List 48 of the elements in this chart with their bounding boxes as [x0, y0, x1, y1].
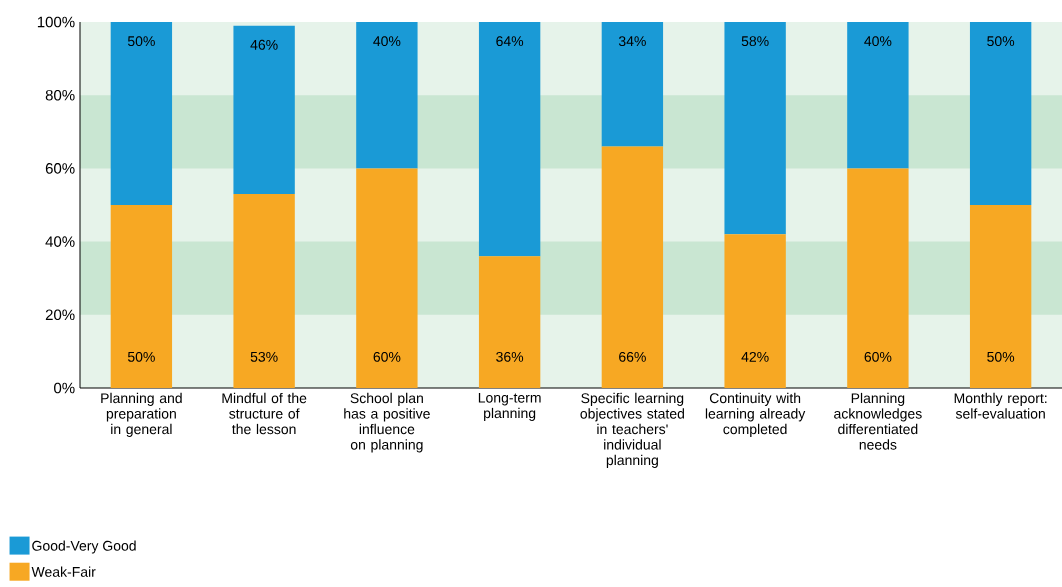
x-tick-label: Monthly report: self-evaluation [954, 392, 1047, 419]
bar [724, 22, 786, 235]
y-tick-label: 100% [37, 16, 75, 28]
bar [356, 22, 418, 169]
y-tick-label: 80% [45, 89, 75, 101]
y-tick-label: 40% [45, 236, 75, 247]
x-tick-label: Mindful of the structure of the lesson [222, 392, 307, 435]
bar [847, 22, 909, 169]
data-label: 46% [250, 39, 278, 50]
data-label: 42% [741, 351, 769, 362]
x-tick-label: Continuity with learning already completed [705, 392, 806, 437]
bar [110, 205, 173, 388]
bar [724, 234, 786, 388]
data-label: 34% [618, 36, 646, 47]
bar [601, 146, 664, 388]
x-tick-label: Long-term planning [478, 392, 541, 421]
x-tick-label: Planning and preparation in general [101, 392, 182, 437]
data-label: 60% [373, 351, 401, 362]
x-tick-label: Planning acknowledges differentiated needs [834, 392, 922, 450]
bar [233, 194, 295, 388]
data-label: 50% [127, 36, 155, 47]
data-label: 40% [373, 36, 401, 47]
data-label: 66% [619, 351, 646, 362]
data-label: 40% [864, 36, 892, 47]
bar [478, 22, 541, 257]
legend-label: Weak-Fair [31, 566, 96, 577]
bar [969, 205, 1032, 388]
data-label: 50% [987, 351, 1015, 362]
x-tick-label: Specific learning objectives stated in teachers' individual planning [580, 392, 684, 468]
bar [847, 168, 909, 388]
data-label: 50% [987, 36, 1015, 47]
bar [601, 22, 664, 147]
data-label: 53% [250, 351, 278, 362]
bar [110, 22, 173, 205]
bar [478, 256, 541, 388]
data-label: 58% [741, 36, 769, 47]
bar [969, 22, 1032, 205]
y-tick-label: 60% [45, 163, 75, 174]
data-label: 36% [496, 351, 524, 362]
y-tick-label: 20% [45, 309, 75, 321]
y-tick-label: 0% [54, 382, 75, 394]
data-label: 50% [127, 351, 155, 362]
bar [356, 168, 418, 388]
data-label: 64% [496, 36, 524, 47]
data-label: 60% [864, 351, 892, 362]
legend-label: Good-Very Good [32, 540, 136, 554]
bar [233, 25, 295, 195]
x-tick-label: School plan has a positive influence on planning [344, 392, 430, 453]
